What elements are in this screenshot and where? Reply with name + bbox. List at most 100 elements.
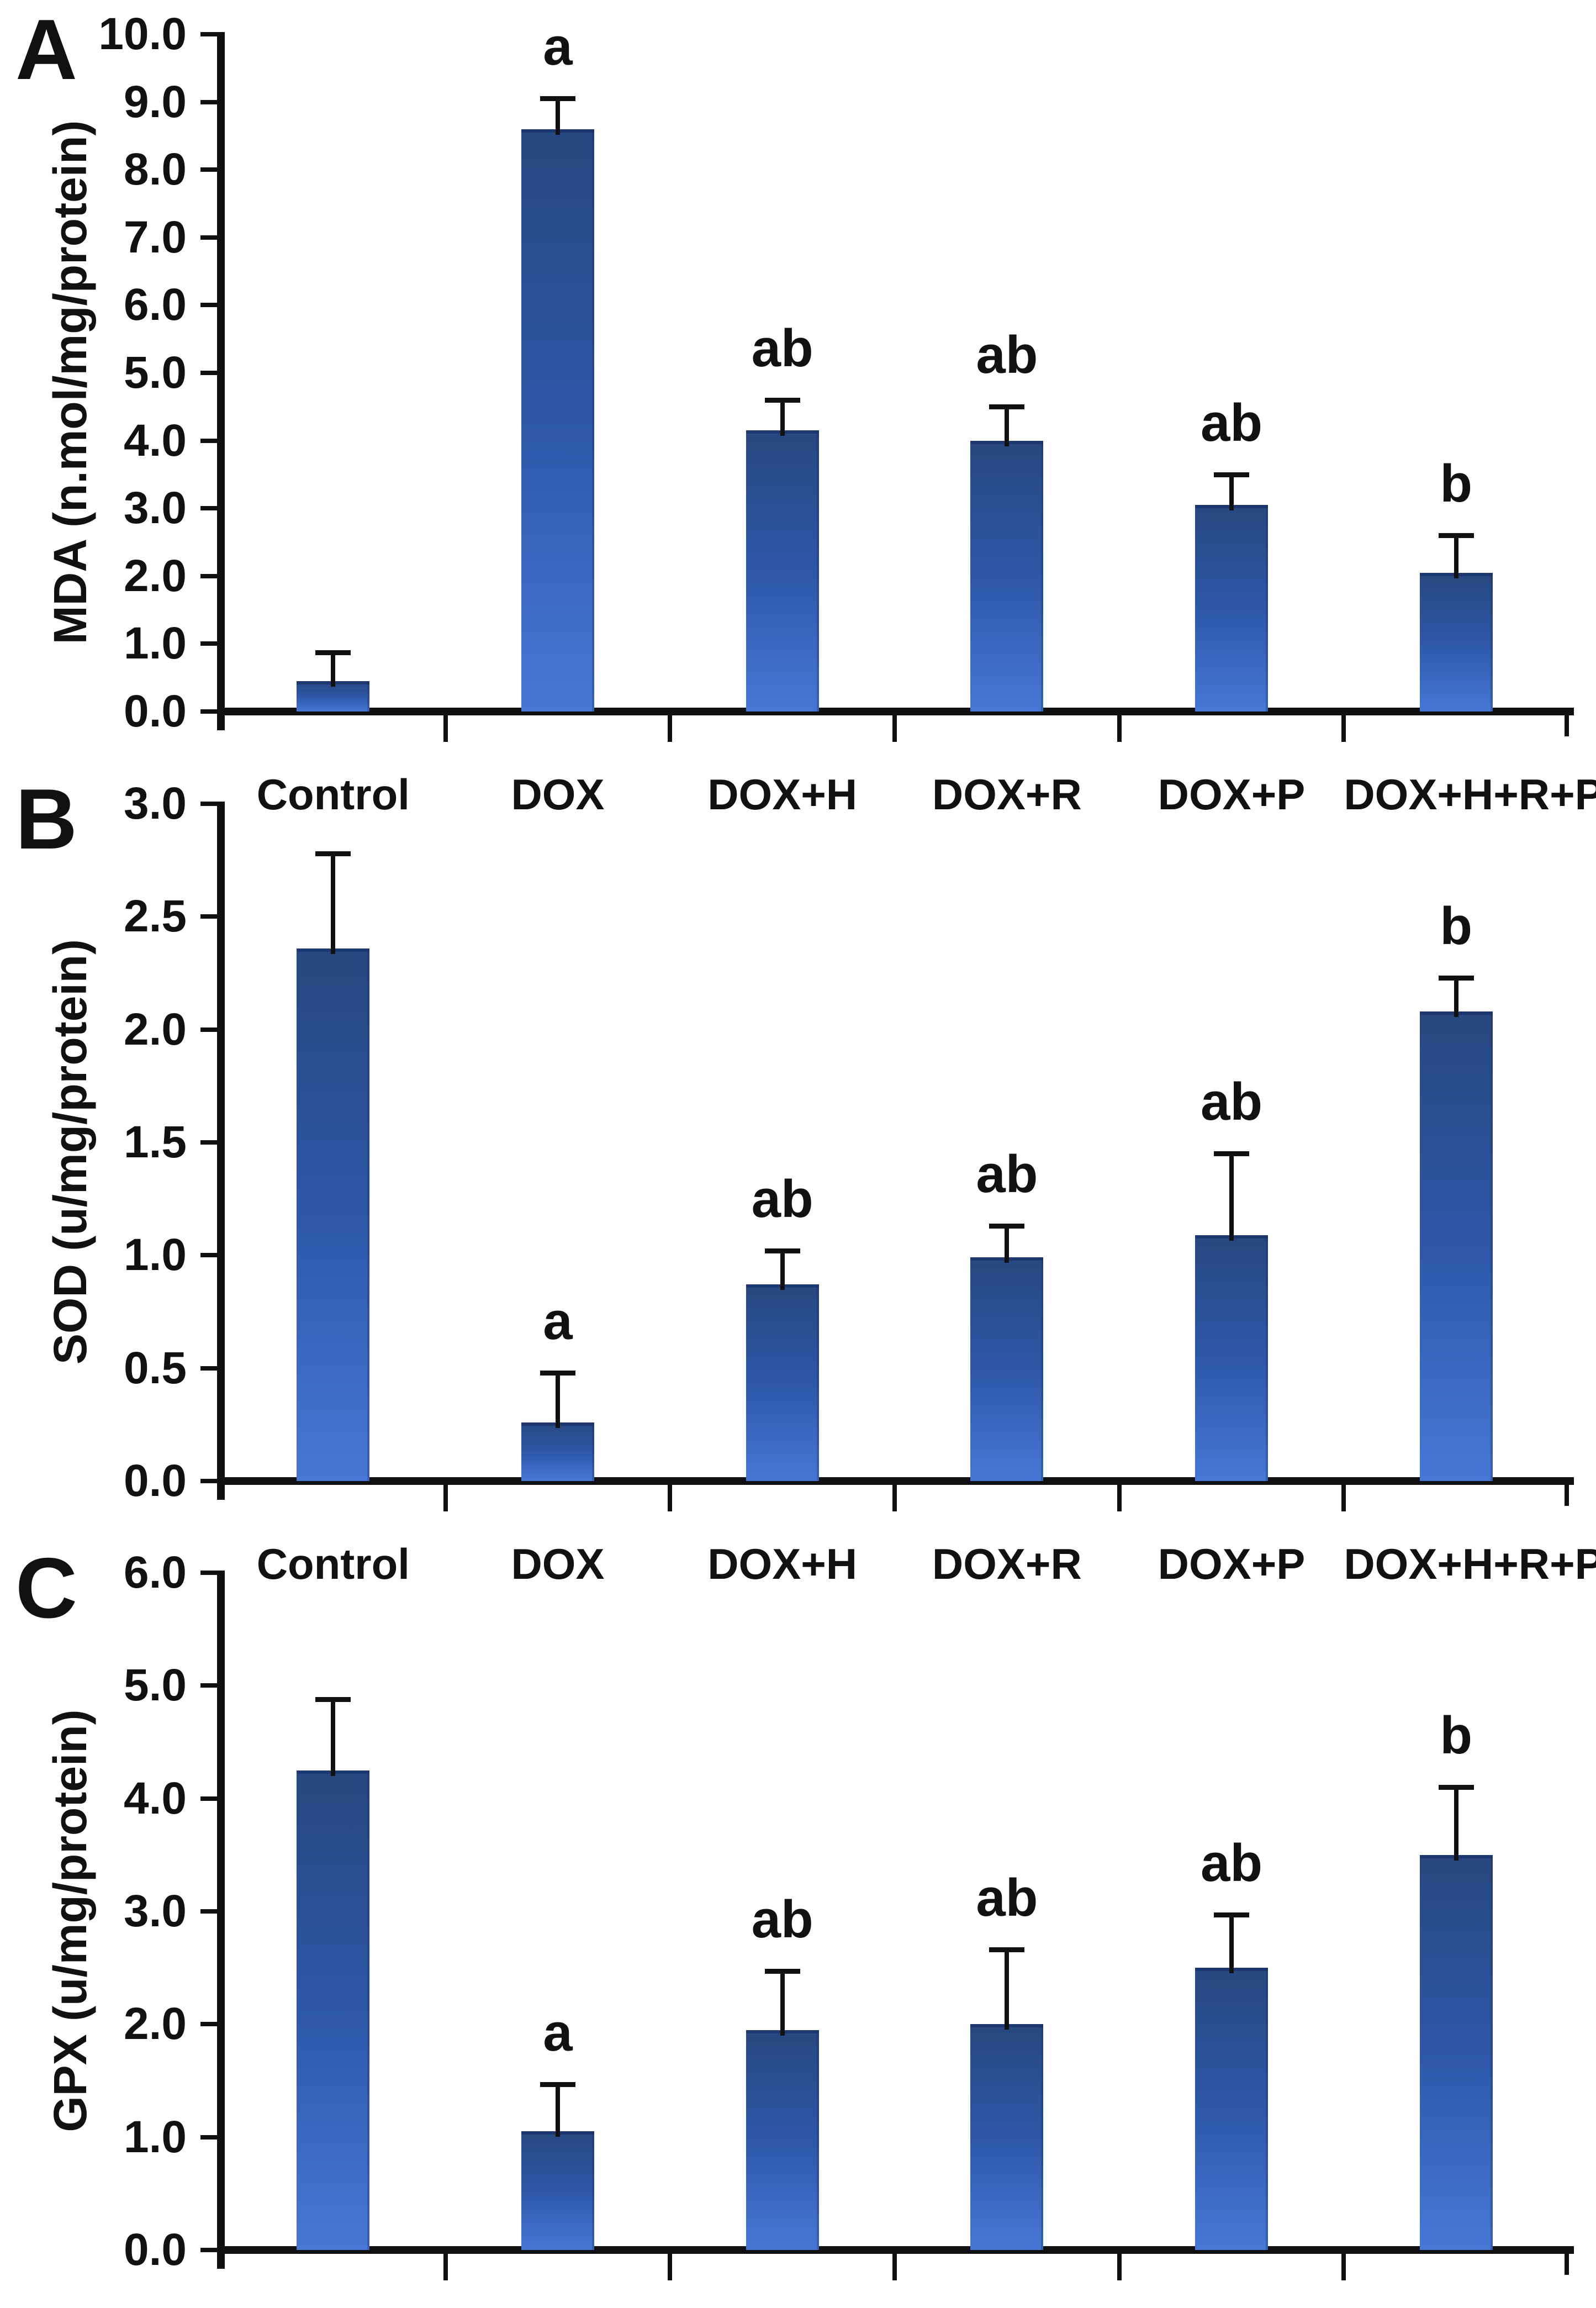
y-tick — [200, 1253, 217, 1258]
panel-letter-c: C — [15, 1540, 77, 1636]
x-category-label: DOX — [511, 1540, 605, 1588]
error-bar-cap — [315, 1696, 351, 1702]
y-axis-line — [217, 802, 225, 1500]
error-bar-line — [1229, 1153, 1234, 1241]
panel-letter-a: A — [15, 2, 77, 97]
y-tick-label: 4.0 — [124, 1773, 187, 1824]
error-bar-cap — [315, 650, 351, 656]
significance-label: ab — [751, 1169, 813, 1229]
y-axis-line — [217, 1571, 225, 2269]
error-bar-line — [331, 1699, 336, 1776]
y-tick — [200, 2135, 217, 2140]
bar-DOX — [521, 129, 594, 712]
y-tick-label: 5.0 — [124, 347, 187, 398]
y-tick-label: 0.0 — [124, 1456, 187, 1506]
significance-label: ab — [976, 1145, 1038, 1204]
y-tick — [200, 99, 217, 104]
y-tick — [200, 371, 217, 375]
x-tick — [443, 715, 448, 742]
bar-DOX+R — [970, 2024, 1044, 2250]
x-axis-end-tick — [1565, 1477, 1569, 1506]
error-bar-line — [556, 1372, 560, 1428]
significance-label: ab — [976, 1868, 1038, 1928]
error-bar-cap — [1438, 533, 1474, 539]
y-tick — [200, 1027, 217, 1032]
y-tick — [200, 2022, 217, 2027]
bar-DOX+H — [746, 430, 819, 712]
y-tick-label: 10.0 — [98, 9, 187, 59]
x-category-label: DOX+H — [707, 1540, 858, 1588]
y-tick-label: 6.0 — [124, 280, 187, 330]
error-bar-cap — [1438, 1785, 1474, 1790]
panel-b-sod-chart: B SOD (u/mg/protein) 0.0 0.5 1.0 1.5 2.0 2.5 3… — [0, 770, 1596, 1587]
y-tick — [200, 235, 217, 240]
error-bar-line — [780, 1971, 785, 2036]
significance-label: ab — [1200, 393, 1263, 452]
y-tick — [200, 1140, 217, 1145]
significance-label: ab — [1200, 1072, 1263, 1132]
y-tick-label: 0.5 — [124, 1342, 187, 1393]
y-tick-label: 3.0 — [124, 778, 187, 829]
y-tick — [200, 1796, 217, 1801]
significance-label: a — [543, 2003, 573, 2062]
error-bar-line — [1229, 474, 1234, 511]
y-tick-label: 1.5 — [124, 1117, 187, 1167]
x-tick — [892, 715, 897, 742]
error-bar-cap — [764, 398, 800, 403]
x-category-label: DOX+H+R+P — [1344, 770, 1596, 819]
significance-label: ab — [1200, 1833, 1263, 1893]
error-bar-line — [556, 2084, 560, 2137]
significance-label: b — [1440, 454, 1472, 514]
error-bar-cap — [1438, 975, 1474, 981]
bar-DOX+P — [1195, 1235, 1268, 1481]
y-tick-label: 8.0 — [124, 144, 187, 195]
plot-area-a: 0.0 1.0 2.0 3.0 4.0 5.0 6.0 7.0 8.0 9.0 10.0 Contro… — [98, 12, 1596, 818]
y-tick-label: 1.0 — [124, 1230, 187, 1281]
x-tick — [668, 2254, 673, 2280]
y-tick-label: 2.5 — [124, 891, 187, 942]
error-bar-cap — [989, 1947, 1025, 1953]
error-bar-cap — [989, 1224, 1025, 1229]
x-tick — [1117, 1485, 1122, 1511]
significance-label: a — [543, 1291, 573, 1351]
error-bar-line — [1005, 1226, 1010, 1263]
error-bar-cap — [989, 404, 1025, 410]
y-tick-label: 2.0 — [124, 1999, 187, 2049]
error-bar-line — [780, 400, 785, 436]
significance-label: b — [1440, 896, 1472, 956]
x-tick — [1117, 2254, 1122, 2280]
x-tick — [668, 1485, 673, 1511]
bar-DOX+P — [1195, 1968, 1268, 2250]
x-tick — [1341, 715, 1346, 742]
error-bar-line — [331, 853, 336, 954]
panel-a-mda-chart: A MDA (n.mol/mg/protein) 0.0 1.0 2.0 3.0 4.0… — [0, 0, 1596, 818]
error-bar-line — [331, 652, 336, 687]
bar-Control — [297, 948, 370, 1481]
x-tick — [892, 2254, 897, 2280]
y-tick — [200, 914, 217, 919]
x-tick — [1117, 715, 1122, 742]
y-tick-label: 3.0 — [124, 483, 187, 534]
x-category-label: DOX+R — [932, 1540, 1082, 1588]
x-category-label: Control — [256, 1540, 410, 1588]
y-tick-label: 0.0 — [124, 686, 187, 736]
significance-label: b — [1440, 1706, 1472, 1766]
error-bar-line — [1005, 1949, 1010, 2030]
y-tick — [200, 1909, 217, 1914]
y-tick-label: 9.0 — [124, 76, 187, 127]
y-tick — [200, 709, 217, 714]
y-tick — [200, 1366, 217, 1371]
y-tick-label: 2.0 — [124, 1004, 187, 1055]
y-axis-line — [217, 32, 225, 730]
bar-DOX+H — [746, 2030, 819, 2250]
y-tick — [200, 573, 217, 578]
error-bar-line — [1229, 1915, 1234, 1974]
y-tick-label: 2.0 — [124, 550, 187, 601]
significance-label: ab — [751, 319, 813, 378]
error-bar-cap — [540, 2082, 575, 2087]
y-tick — [200, 167, 217, 172]
y-tick-label: 0.0 — [124, 2225, 187, 2275]
bar-DOX+P — [1195, 505, 1268, 712]
error-bar-line — [1454, 1787, 1458, 1861]
plot-area-b: 0.0 0.5 1.0 1.5 2.0 2.5 3.0 Control a DOX ab DOX+H a… — [124, 781, 1596, 1587]
